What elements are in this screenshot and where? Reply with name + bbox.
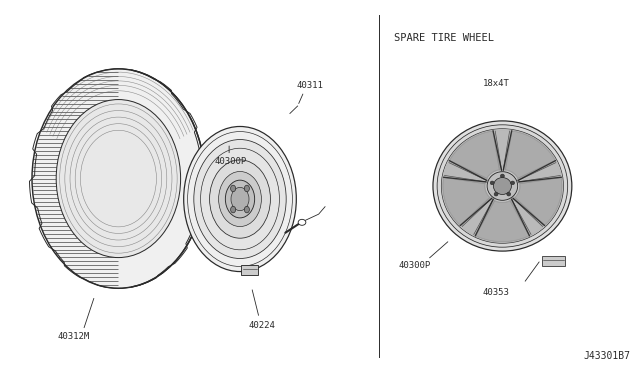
Ellipse shape <box>244 185 250 192</box>
Ellipse shape <box>225 180 255 218</box>
Text: 40311: 40311 <box>297 81 324 90</box>
Text: SPARE TIRE WHEEL: SPARE TIRE WHEEL <box>394 33 493 44</box>
Ellipse shape <box>511 181 515 185</box>
Polygon shape <box>515 177 562 225</box>
Ellipse shape <box>230 206 236 213</box>
Text: 40300P: 40300P <box>214 157 246 166</box>
Text: 40224: 40224 <box>249 321 276 330</box>
Ellipse shape <box>244 206 250 213</box>
Text: 40353: 40353 <box>483 288 509 296</box>
Ellipse shape <box>219 171 261 227</box>
Ellipse shape <box>490 181 494 185</box>
Ellipse shape <box>442 129 563 243</box>
Ellipse shape <box>56 100 180 257</box>
Text: J43301B7: J43301B7 <box>584 351 630 361</box>
Ellipse shape <box>230 185 236 192</box>
Ellipse shape <box>500 174 504 178</box>
Ellipse shape <box>437 125 568 247</box>
FancyBboxPatch shape <box>241 265 258 275</box>
Polygon shape <box>476 201 529 242</box>
Ellipse shape <box>494 192 498 196</box>
Ellipse shape <box>298 219 306 225</box>
Ellipse shape <box>493 177 511 195</box>
Polygon shape <box>505 131 556 179</box>
Polygon shape <box>444 161 488 183</box>
FancyBboxPatch shape <box>542 256 565 266</box>
Ellipse shape <box>184 126 296 272</box>
Ellipse shape <box>231 187 249 211</box>
Polygon shape <box>443 177 490 225</box>
Polygon shape <box>460 197 495 236</box>
Text: 40300P: 40300P <box>399 262 431 270</box>
Ellipse shape <box>487 172 518 200</box>
Ellipse shape <box>32 69 205 288</box>
Text: 40312M: 40312M <box>58 332 90 341</box>
Ellipse shape <box>433 121 572 251</box>
Ellipse shape <box>194 140 286 259</box>
Ellipse shape <box>209 160 271 238</box>
Polygon shape <box>493 130 512 171</box>
Polygon shape <box>510 197 545 236</box>
Text: 18x4T: 18x4T <box>483 79 509 88</box>
Polygon shape <box>449 131 500 179</box>
Ellipse shape <box>507 192 511 196</box>
Polygon shape <box>517 161 561 183</box>
